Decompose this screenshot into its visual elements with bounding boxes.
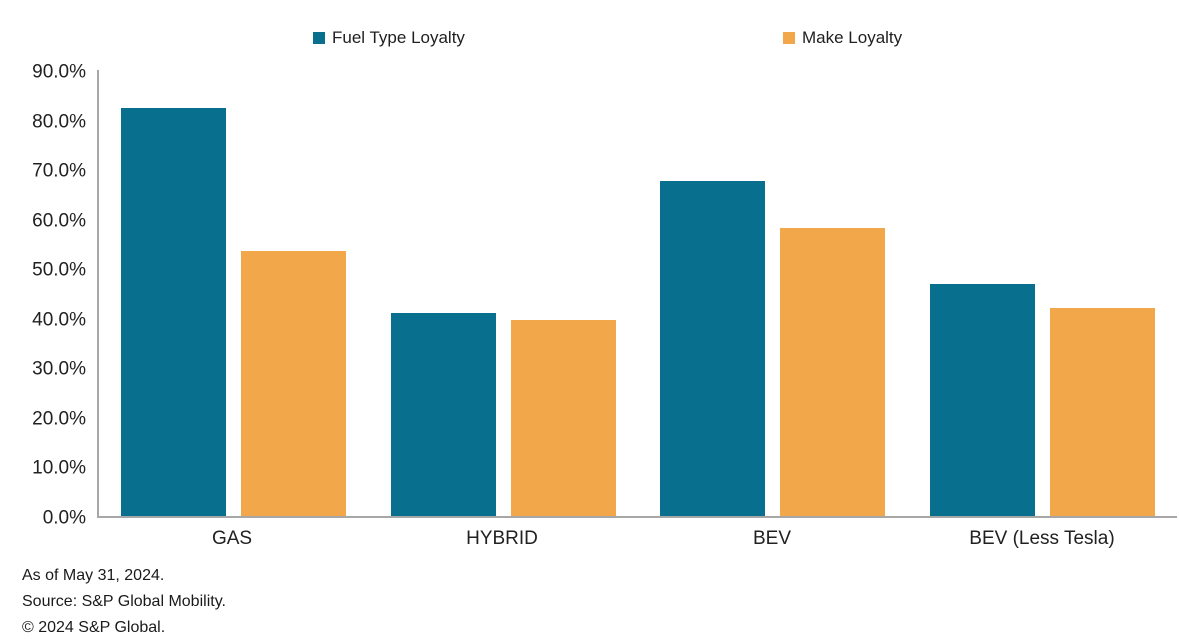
x-label-bev: BEV [752, 528, 792, 549]
legend-item-make-loyalty: Make Loyalty [783, 28, 902, 48]
bar-group-hybrid [369, 70, 639, 516]
bar-groups [99, 70, 1177, 516]
bar-group-bev-less-tesla- [908, 70, 1178, 516]
legend-item-fuel-type-loyalty: Fuel Type Loyalty [313, 28, 465, 48]
y-tick-40.0%: 40.0% [32, 309, 86, 331]
chart-footer: As of May 31, 2024. Source: S&P Global M… [22, 563, 226, 639]
bar-make-loyalty-bev [780, 228, 886, 516]
bar-fuel-type-loyalty-gas [121, 107, 227, 516]
y-tick-80.0%: 80.0% [32, 111, 86, 133]
bar-group-bev [638, 70, 908, 516]
legend-swatch-fuel-type-loyalty [313, 32, 325, 44]
legend-swatch-make-loyalty [783, 32, 795, 44]
y-tick-30.0%: 30.0% [32, 358, 86, 380]
footer-source: Source: S&P Global Mobility. [22, 593, 226, 610]
y-tick-50.0%: 50.0% [32, 259, 86, 281]
bar-fuel-type-loyalty-hybrid [390, 313, 496, 516]
x-label-hybrid: HYBRID [466, 528, 538, 549]
legend-label-fuel-type-loyalty: Fuel Type Loyalty [332, 28, 465, 47]
y-axis-tick-labels: 0.0% 10.0% 20.0% 30.0% 40.0% 50.0% 60.0% 70.0% 8… [0, 63, 86, 528]
bar-make-loyalty-hybrid [510, 319, 616, 516]
plot-area [97, 70, 1177, 518]
y-tick-20.0%: 20.0% [32, 408, 86, 430]
y-tick-70.0%: 70.0% [32, 160, 86, 182]
y-tick-10.0%: 10.0% [32, 457, 86, 479]
bar-make-loyalty-bev-less-tesla- [1049, 308, 1155, 516]
y-tick-0.0%: 0.0% [42, 507, 86, 529]
bar-make-loyalty-gas [241, 251, 347, 516]
x-label-bev-less-tesla-: BEV (Less Tesla) [969, 528, 1115, 549]
legend-label-make-loyalty: Make Loyalty [802, 28, 903, 47]
y-tick-90.0%: 90.0% [32, 61, 86, 83]
footer-copyright: © 2024 S&P Global. [22, 619, 166, 636]
footer-as-of-date: As of May 31, 2024. [22, 567, 165, 584]
bar-fuel-type-loyalty-bev [660, 180, 766, 516]
x-label-gas: GAS [211, 528, 253, 549]
bar-fuel-type-loyalty-bev-less-tesla- [929, 284, 1035, 516]
x-axis-category-labels: GAS HYBRID BEV BEV (Less Tesla) [97, 528, 1177, 550]
bar-group-gas [99, 70, 369, 516]
y-tick-60.0%: 60.0% [32, 210, 86, 232]
